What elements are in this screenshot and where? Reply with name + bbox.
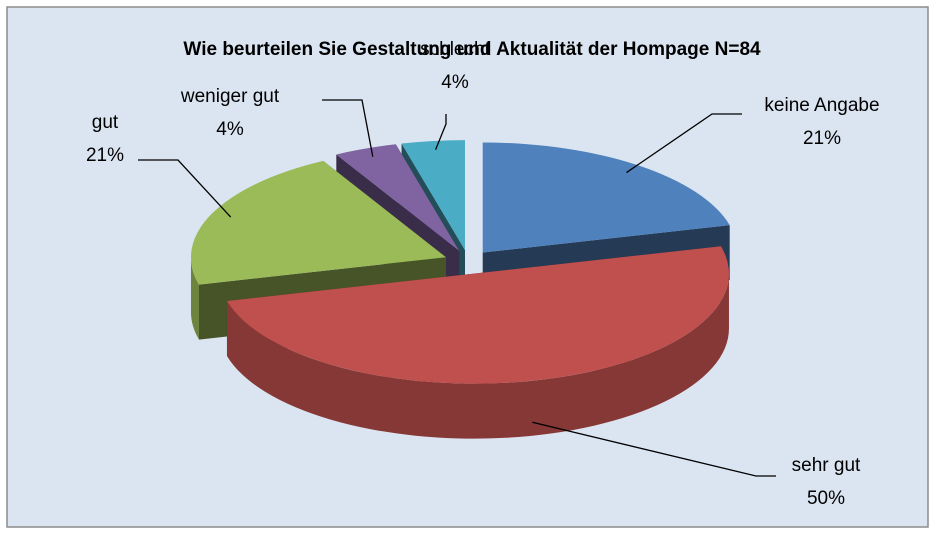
slice-label: gut	[92, 112, 119, 133]
slice-value-label: 4%	[441, 72, 469, 93]
slice-label: weniger gut	[180, 86, 280, 107]
slice	[226, 246, 729, 384]
leader-line	[626, 113, 742, 174]
leader-line	[322, 99, 374, 157]
slice-wall	[190, 257, 199, 340]
slice	[482, 142, 730, 253]
leader-line	[532, 421, 776, 477]
slice	[336, 144, 460, 251]
slice-value-label: 50%	[807, 488, 845, 509]
leader-line	[434, 114, 447, 150]
slice-value-label: 21%	[803, 128, 841, 149]
slice-wall	[226, 273, 729, 439]
chart-area	[6, 6, 929, 528]
slice-label: schlecht	[420, 39, 490, 60]
leader-line	[138, 159, 232, 218]
chart-title: Wie beurteilen Sie Gestaltung und Aktual…	[183, 39, 761, 60]
slice-value-label: 4%	[216, 119, 244, 140]
slice-label: keine Angabe	[764, 95, 879, 116]
slice-value-label: 21%	[86, 145, 124, 166]
slice-label: sehr gut	[792, 455, 861, 476]
slice	[401, 140, 465, 251]
slice	[190, 160, 446, 285]
